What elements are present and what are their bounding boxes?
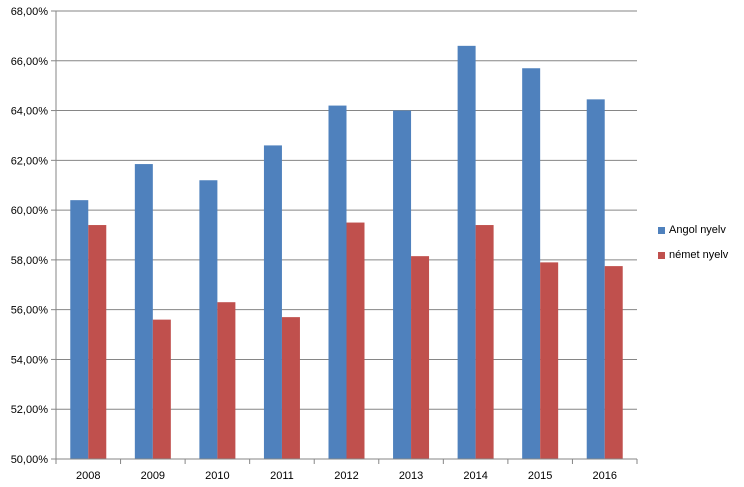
- x-tick-label: 2010: [205, 470, 229, 482]
- bar-angol-2010: [199, 180, 218, 459]
- y-axis: 50,00% 52,00% 54,00% 56,00% 58,00% 60,00% 62,0…: [11, 6, 57, 466]
- bar-angol-2016: [586, 99, 605, 459]
- bar-nemet-2011: [281, 317, 300, 459]
- bar-nemet-2015: [540, 262, 559, 459]
- x-tick-label: 2013: [399, 470, 423, 482]
- y-tick-label: 58,00%: [11, 255, 49, 267]
- bar-nemet-2009: [152, 319, 171, 459]
- y-tick-label: 60,00%: [11, 205, 49, 217]
- bar-nemet-2014: [475, 225, 494, 459]
- x-tick-label: 2011: [270, 470, 294, 482]
- x-tick-label: 2009: [141, 470, 165, 482]
- bars: [70, 45, 623, 460]
- x-tick-label: 2008: [76, 470, 100, 482]
- legend-swatch-nemet: [658, 251, 665, 259]
- bar-nemet-2013: [411, 256, 430, 459]
- legend: Angol nyelv német nyelv: [658, 222, 728, 272]
- y-tick-label: 56,00%: [11, 305, 49, 317]
- legend-item-angol: Angol nyelv: [658, 222, 728, 238]
- bar-angol-2013: [393, 110, 412, 460]
- y-tick-label: 66,00%: [11, 56, 49, 68]
- legend-swatch-angol: [658, 226, 665, 234]
- x-tick-label: 2012: [334, 470, 358, 482]
- x-tick-label: 2014: [463, 470, 487, 482]
- x-tick-label: 2015: [528, 470, 552, 482]
- y-tick-label: 68,00%: [11, 6, 49, 18]
- bar-nemet-2012: [346, 222, 365, 459]
- y-tick-label: 64,00%: [11, 106, 49, 118]
- bar-nemet-2008: [88, 225, 107, 459]
- bar-angol-2009: [134, 164, 153, 460]
- bar-angol-2011: [263, 145, 282, 459]
- x-axis: 2008 2009 2010 2011 2012 2013 2014 2015 2016: [55, 458, 638, 482]
- bar-angol-2015: [522, 68, 541, 459]
- y-tick-label: 54,00%: [11, 354, 49, 366]
- bar-angol-2014: [457, 45, 476, 459]
- legend-label-angol: Angol nyelv: [669, 224, 726, 236]
- bar-angol-2008: [70, 200, 89, 459]
- bar-nemet-2010: [217, 302, 236, 459]
- y-tick-label: 62,00%: [11, 155, 49, 167]
- y-tick-label: 52,00%: [11, 404, 49, 416]
- legend-label-nemet: német nyelv: [669, 249, 729, 261]
- bar-angol-2012: [328, 105, 347, 460]
- legend-item-nemet: német nyelv: [658, 247, 728, 263]
- bar-nemet-2016: [604, 266, 623, 459]
- y-tick-label: 50,00%: [11, 454, 49, 466]
- x-tick-label: 2016: [592, 470, 616, 482]
